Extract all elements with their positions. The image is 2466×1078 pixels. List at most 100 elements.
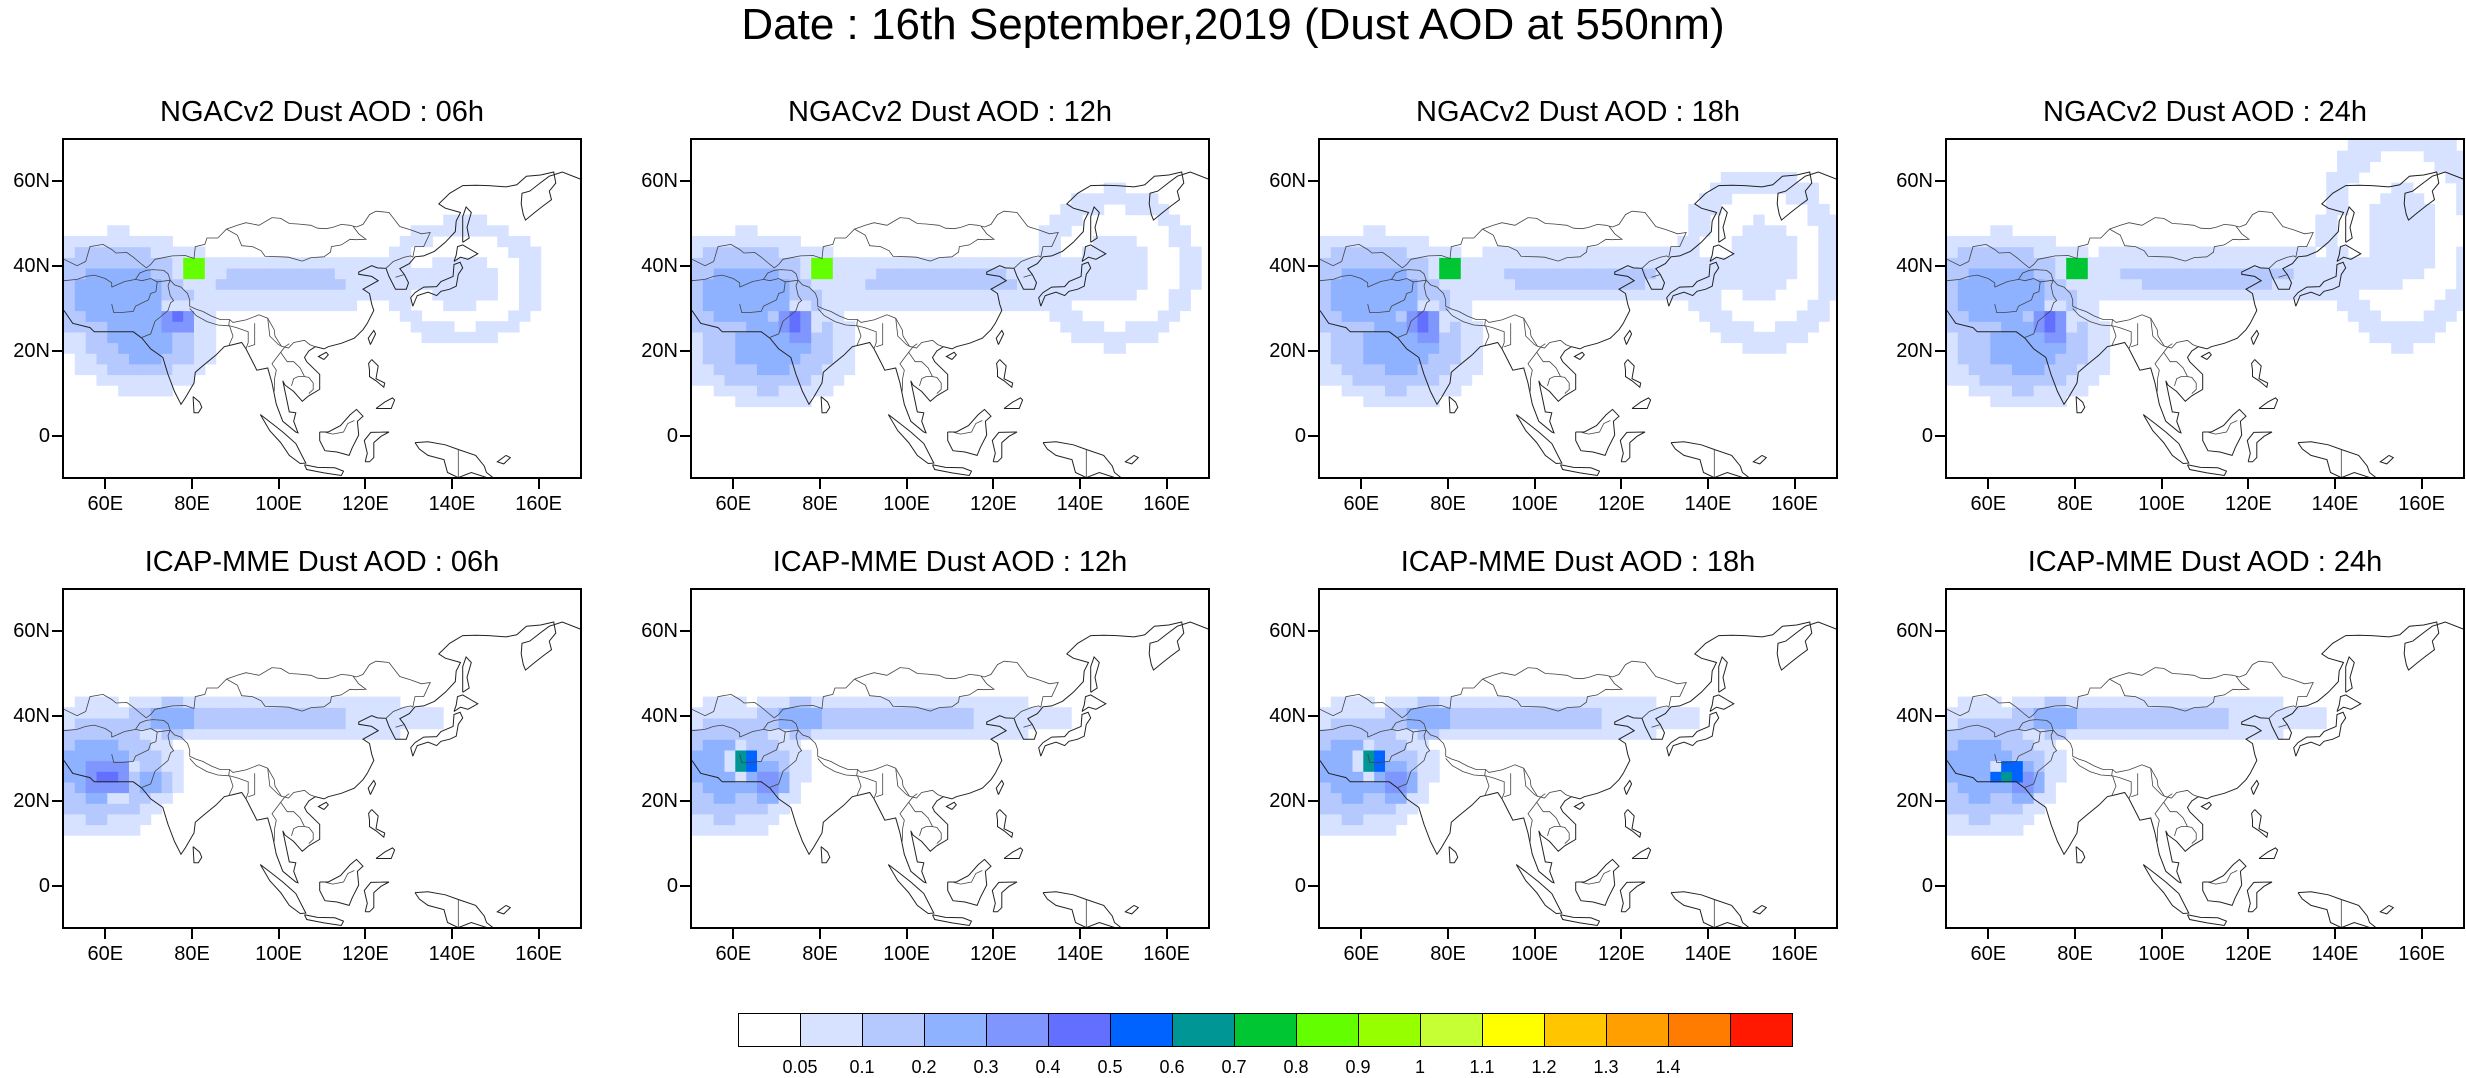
- aod-cell: [1525, 267, 1538, 280]
- aod-cell: [161, 363, 173, 376]
- country-border: [385, 255, 414, 269]
- aod-cell: [2217, 696, 2230, 708]
- aod-cell: [1634, 257, 1646, 269]
- aod-cell: [2044, 707, 2056, 719]
- country-border: [895, 318, 910, 347]
- aod-cell: [1515, 717, 1527, 730]
- country-border: [2024, 730, 2058, 788]
- colorbar-swatch: [1358, 1013, 1421, 1047]
- aod-cell: [2369, 267, 2381, 280]
- aod-cell: [2055, 310, 2067, 322]
- aod-cell: [74, 235, 87, 248]
- aod-cell: [1450, 342, 1462, 354]
- aod-cell: [876, 696, 888, 708]
- aod-cell: [789, 278, 801, 290]
- aod-cell: [1504, 696, 1516, 708]
- aod-cell: [2456, 193, 2463, 205]
- aod-cell: [1979, 257, 1991, 269]
- aod-cell: [1947, 749, 1959, 762]
- aod-cell: [367, 717, 379, 730]
- aod-cell: [1363, 310, 1375, 322]
- aod-cell: [930, 696, 942, 708]
- aod-cell: [1968, 707, 1981, 719]
- country-border: [267, 768, 282, 797]
- aod-cell: [1547, 289, 1559, 301]
- aod-cell: [421, 278, 433, 290]
- aod-cell: [702, 760, 715, 772]
- aod-cell: [421, 267, 433, 280]
- aod-cell: [1720, 267, 1733, 280]
- aod-cell: [778, 749, 791, 762]
- aod-cell: [475, 278, 488, 290]
- aod-cell: [2261, 717, 2273, 730]
- aod-cell: [1136, 257, 1148, 269]
- aod-cell: [1460, 257, 1473, 269]
- aod-cell: [2380, 193, 2392, 205]
- aod-cell: [150, 374, 163, 386]
- aod-cell: [789, 728, 801, 740]
- aod-cell: [129, 707, 141, 719]
- aod-cell: [1504, 728, 1516, 740]
- lon-tick: [905, 479, 908, 489]
- aod-cell: [1990, 225, 2002, 237]
- aod-cell: [1406, 363, 1419, 376]
- country-border: [856, 775, 877, 800]
- aod-cell: [1352, 771, 1364, 783]
- aod-cell: [2001, 760, 2013, 772]
- aod-cell: [2087, 267, 2100, 280]
- aod-cell: [378, 707, 390, 719]
- aod-cell: [280, 696, 293, 708]
- country-border: [1947, 258, 1969, 267]
- panel-title: ICAP-MME Dust AOD : 06h: [144, 546, 500, 578]
- aod-cell: [107, 739, 119, 751]
- aod-cell: [2012, 331, 2024, 344]
- aod-cell: [1634, 717, 1646, 730]
- aod-cell: [64, 235, 76, 248]
- aod-cell: [1990, 760, 2002, 772]
- map-canvas: [1320, 171, 1836, 477]
- aod-cell: [139, 257, 152, 269]
- aod-cell: [2380, 278, 2392, 290]
- country-border: [248, 773, 256, 798]
- aod-cell: [1536, 257, 1549, 269]
- aod-cell: [2326, 214, 2338, 226]
- aod-cell: [345, 696, 358, 708]
- aod-cell: [129, 310, 141, 322]
- aod-cell: [410, 321, 423, 333]
- aod-cell: [1374, 310, 1386, 322]
- aod-cell: [778, 289, 791, 301]
- country-border: [2109, 675, 2251, 712]
- aod-cell: [486, 331, 498, 344]
- aod-cell: [1558, 707, 1570, 719]
- aod-cell: [334, 717, 347, 730]
- lon-tick-label: 120E: [2224, 943, 2272, 965]
- aod-cell: [1385, 717, 1397, 730]
- aod-cell: [1957, 707, 1970, 719]
- aod-cell: [2022, 374, 2035, 386]
- aod-cell: [2239, 728, 2251, 740]
- aod-cell: [876, 278, 888, 290]
- aod-cell: [1125, 278, 1137, 290]
- aod-cell: [2120, 728, 2132, 740]
- country-border: [1651, 724, 1660, 728]
- aod-cell: [2456, 267, 2463, 280]
- aod-cell: [1330, 235, 1343, 248]
- aod-cell: [984, 707, 996, 719]
- coastline: [1619, 881, 1646, 913]
- aod-cell: [107, 331, 119, 344]
- aod-cell: [843, 696, 856, 708]
- coastline: [1709, 694, 1735, 712]
- aod-cell: [822, 385, 834, 397]
- aod-cell: [204, 353, 217, 365]
- aod-cell: [2402, 214, 2414, 226]
- aod-cell: [2087, 353, 2100, 365]
- aod-cell: [1363, 771, 1375, 783]
- aod-cell: [692, 813, 704, 826]
- aod-cell: [1753, 225, 1765, 237]
- aod-cell: [183, 728, 195, 740]
- aod-cell: [2196, 707, 2208, 719]
- aod-cell: [2109, 717, 2121, 730]
- aod-cell: [1428, 289, 1440, 301]
- aod-cell: [85, 353, 98, 365]
- lat-tick: [52, 179, 62, 182]
